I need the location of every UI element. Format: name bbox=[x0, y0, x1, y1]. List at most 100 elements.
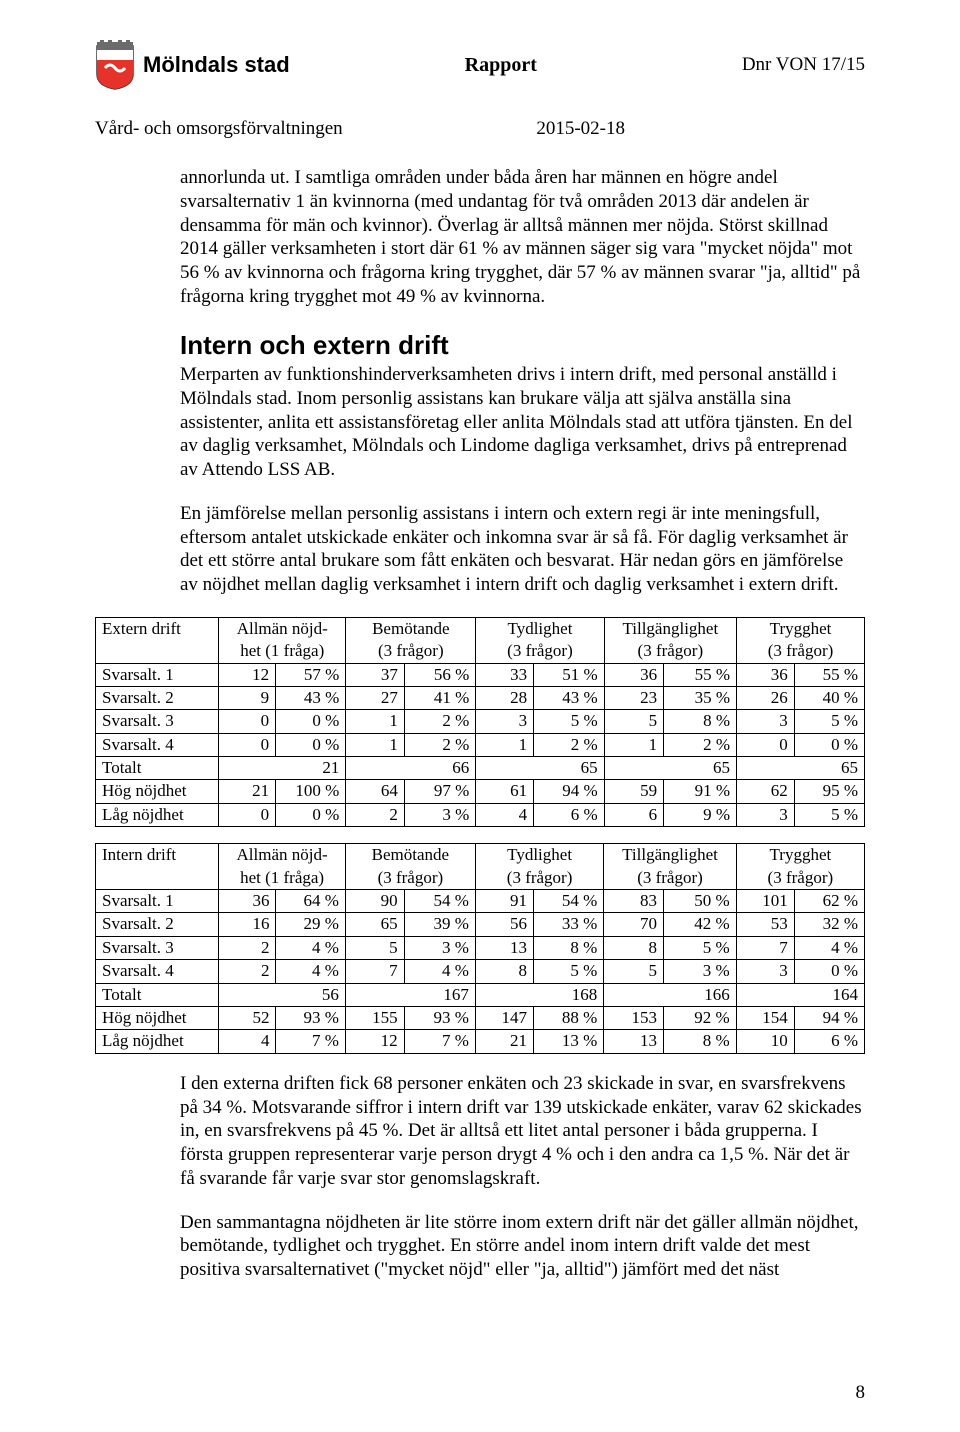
cell-count: 16 bbox=[219, 913, 276, 936]
cell-pct: 95 % bbox=[794, 780, 864, 803]
col-header-bot: (3 frågor) bbox=[345, 867, 475, 890]
cell-pct: 13 % bbox=[534, 1030, 604, 1053]
cell-count: 0 bbox=[219, 710, 276, 733]
row-label: Svarsalt. 1 bbox=[96, 663, 219, 686]
logo-text: Mölndals stad bbox=[143, 52, 290, 78]
table-row: Svarsalt. 2943 %2741 %2843 %2335 %2640 % bbox=[96, 686, 865, 709]
cell: 66 bbox=[404, 757, 475, 780]
page-number: 8 bbox=[856, 1382, 866, 1404]
section-heading: Intern och extern drift bbox=[180, 329, 865, 362]
col-header-bot: (3 frågor) bbox=[476, 640, 604, 663]
cell-pct: 4 % bbox=[794, 936, 864, 959]
intern-table: Intern driftAllmän nöjd-BemötandeTydligh… bbox=[95, 843, 865, 1054]
dnr-number: Dnr VON 17/15 bbox=[742, 54, 865, 76]
table-row: Låg nöjdhet00 %23 %46 %69 %35 % bbox=[96, 803, 865, 826]
cell-pct: 57 % bbox=[276, 663, 346, 686]
col-header-top: Allmän nöjd- bbox=[219, 844, 346, 867]
tables-container: Extern driftAllmän nöjd-BemötandeTydligh… bbox=[95, 617, 865, 1054]
cell-pct: 92 % bbox=[663, 1007, 736, 1030]
cell-count: 5 bbox=[604, 960, 664, 983]
col-header-top: Tillgänglighet bbox=[604, 844, 736, 867]
cell-count: 13 bbox=[604, 1030, 664, 1053]
row-label: Låg nöjdhet bbox=[96, 1030, 219, 1053]
cell-pct: 0 % bbox=[276, 710, 346, 733]
cell-pct: 33 % bbox=[534, 913, 604, 936]
cell-pct: 94 % bbox=[794, 1007, 864, 1030]
cell-pct: 93 % bbox=[404, 1007, 475, 1030]
paragraph-2: Merparten av funktionshinderverksamheten… bbox=[180, 363, 865, 482]
cell-count: 62 bbox=[737, 780, 795, 803]
cell-pct: 5 % bbox=[794, 710, 864, 733]
cell-pct: 8 % bbox=[663, 1030, 736, 1053]
cell-pct: 8 % bbox=[534, 936, 604, 959]
col-header-bot: (3 frågor) bbox=[604, 640, 736, 663]
cell-count: 21 bbox=[219, 780, 276, 803]
cell-count: 0 bbox=[219, 803, 276, 826]
cell bbox=[736, 983, 794, 1006]
cell-count: 61 bbox=[476, 780, 534, 803]
cell: 56 bbox=[276, 983, 345, 1006]
cell-count: 70 bbox=[604, 913, 664, 936]
cell-count: 1 bbox=[476, 733, 534, 756]
cell: 168 bbox=[534, 983, 604, 1006]
col-header-top: Bemötande bbox=[345, 844, 475, 867]
cell-count: 1 bbox=[604, 733, 664, 756]
col-header-bot: (3 frågor) bbox=[604, 867, 736, 890]
cell-count: 7 bbox=[345, 960, 404, 983]
cell-pct: 6 % bbox=[534, 803, 604, 826]
cell-pct: 8 % bbox=[664, 710, 737, 733]
molndal-shield-icon bbox=[95, 40, 135, 90]
cell-pct: 29 % bbox=[276, 913, 345, 936]
header-logo-block: Mölndals stad bbox=[95, 40, 290, 90]
cell-pct: 3 % bbox=[404, 936, 475, 959]
cell-pct: 3 % bbox=[404, 803, 475, 826]
cell-pct: 94 % bbox=[534, 780, 604, 803]
cell-pct: 55 % bbox=[794, 663, 864, 686]
cell-pct: 39 % bbox=[404, 913, 475, 936]
cell-count: 4 bbox=[476, 803, 534, 826]
cell-count: 83 bbox=[604, 890, 664, 913]
cell bbox=[345, 983, 404, 1006]
table-row: Totalt 21 66 65 65 65 bbox=[96, 757, 865, 780]
cell bbox=[475, 983, 533, 1006]
cell-pct: 91 % bbox=[664, 780, 737, 803]
row-label: Svarsalt. 2 bbox=[96, 686, 219, 709]
table-row: Svarsalt. 424 %74 %85 %53 %30 % bbox=[96, 960, 865, 983]
cell-count: 21 bbox=[475, 1030, 533, 1053]
cell-count: 2 bbox=[346, 803, 405, 826]
cell-count: 12 bbox=[345, 1030, 404, 1053]
row-label: Totalt bbox=[96, 983, 219, 1006]
paragraph-5: Den sammantagna nöjdheten är lite större… bbox=[180, 1211, 865, 1282]
table-title: Extern drift bbox=[96, 617, 219, 663]
cell-pct: 51 % bbox=[534, 663, 604, 686]
cell-pct: 0 % bbox=[794, 960, 864, 983]
cell-count: 65 bbox=[345, 913, 404, 936]
cell-count: 3 bbox=[476, 710, 534, 733]
cell-pct: 4 % bbox=[276, 960, 345, 983]
col-header-bot: het (1 fråga) bbox=[219, 867, 346, 890]
cell-count: 6 bbox=[604, 803, 664, 826]
col-header-bot: (3 frågor) bbox=[475, 867, 603, 890]
cell-pct: 2 % bbox=[404, 710, 475, 733]
cell-count: 7 bbox=[736, 936, 794, 959]
cell-pct: 0 % bbox=[276, 803, 346, 826]
table-row: Svarsalt. 11257 %3756 %3351 %3655 %3655 … bbox=[96, 663, 865, 686]
cell bbox=[346, 757, 405, 780]
paragraph-1: annorlunda ut. I samtliga områden under … bbox=[180, 166, 865, 309]
table-row: Svarsalt. 300 %12 %35 %58 %35 % bbox=[96, 710, 865, 733]
row-label: Svarsalt. 4 bbox=[96, 733, 219, 756]
table-row: Totalt 56 167 168 166 164 bbox=[96, 983, 865, 1006]
cell: 65 bbox=[664, 757, 737, 780]
paragraph-3: En jämförelse mellan personlig assistans… bbox=[180, 502, 865, 597]
cell-count: 155 bbox=[345, 1007, 404, 1030]
cell-pct: 55 % bbox=[664, 663, 737, 686]
cell-count: 28 bbox=[476, 686, 534, 709]
cell-pct: 93 % bbox=[276, 1007, 345, 1030]
cell-pct: 5 % bbox=[534, 960, 604, 983]
cell: 21 bbox=[276, 757, 346, 780]
col-header-top: Tillgänglighet bbox=[604, 617, 736, 640]
cell-count: 154 bbox=[736, 1007, 794, 1030]
cell bbox=[737, 757, 795, 780]
table-row: Hög nöjdhet21100 %6497 %6194 %5991 %6295… bbox=[96, 780, 865, 803]
cell: 65 bbox=[794, 757, 864, 780]
